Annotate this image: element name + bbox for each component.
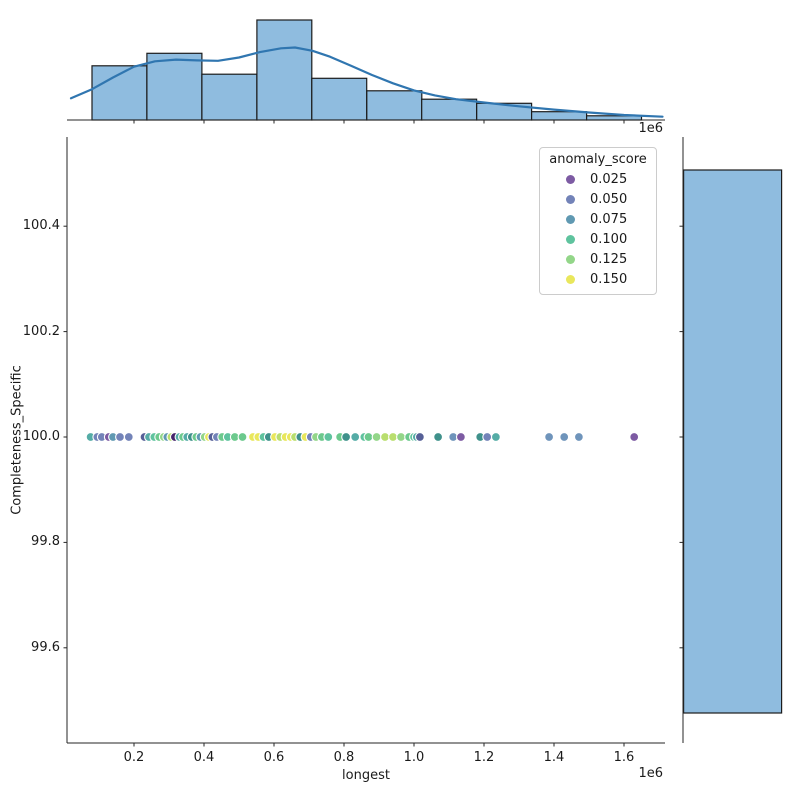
scatter-point [573, 432, 584, 442]
legend-entry-label: 0.100 [590, 231, 628, 247]
legend-marker-icon [566, 254, 575, 264]
x-tick-label: 1.4 [543, 750, 565, 765]
y-tick-label: 100.4 [22, 218, 60, 234]
legend-marker-icon [566, 174, 575, 184]
kde-curve [69, 46, 664, 118]
scatter-point [482, 432, 493, 442]
x-axis-label: longest [342, 768, 390, 783]
scatter-point [115, 432, 125, 442]
scatter-point [341, 432, 352, 442]
legend-marker-icon [566, 274, 575, 284]
legend-entry: 0.100 [540, 229, 656, 249]
x-tick-label: 0.8 [333, 750, 355, 765]
x-tick-label: 1.0 [403, 750, 425, 765]
y-tick-label: 99.6 [31, 639, 60, 655]
scatter-point [123, 432, 134, 442]
scatter-point [363, 432, 374, 442]
scatter-point [350, 432, 361, 442]
legend-title: anomaly_score [549, 152, 647, 167]
legend: anomaly_score 0.025 0.050 0.075 0.100 0.125 0… [539, 147, 657, 295]
top-hist-bar [366, 90, 423, 121]
x-tick-label: 0.4 [193, 750, 215, 765]
top-hist-bar [311, 77, 368, 121]
top-hist-bar [201, 73, 258, 121]
top-hist-bar [146, 52, 203, 121]
scatter-point [237, 432, 248, 442]
top-hist-bar [530, 111, 588, 121]
legend-entry: 0.125 [540, 249, 656, 269]
x-tick-label: 1.2 [473, 750, 495, 765]
legend-entry-label: 0.075 [590, 211, 628, 227]
y-tick-label: 100.2 [22, 323, 60, 339]
scatter-point [396, 432, 406, 442]
legend-entry: 0.150 [540, 269, 656, 289]
scatter-point [414, 432, 425, 442]
x-tick-label: 1.6 [613, 750, 635, 765]
y-tick-label: 100.0 [22, 429, 60, 444]
y-tick-label: 99.8 [31, 534, 60, 550]
legend-entry-label: 0.050 [590, 191, 628, 207]
x-axis-offset-text: 1e6 [638, 766, 663, 781]
x-tick-label: 0.6 [263, 750, 285, 765]
scatter-point [323, 432, 334, 442]
legend-marker-icon [566, 194, 575, 204]
scatter-point [629, 432, 640, 442]
top-hist-bar [421, 98, 478, 121]
scatter-point [433, 432, 444, 442]
scatter-point [490, 432, 501, 442]
top-axis-offset-text: 1e6 [638, 121, 663, 136]
scatter-point [455, 432, 466, 442]
legend-marker-icon [566, 234, 575, 244]
top-hist-bar [256, 19, 313, 121]
scatter-point [371, 432, 382, 442]
legend-entry: 0.050 [540, 189, 656, 209]
legend-entries: 0.025 0.050 0.075 0.100 0.125 0.150 [540, 169, 656, 289]
legend-entry: 0.075 [540, 209, 656, 229]
legend-entry-label: 0.025 [590, 171, 628, 187]
scatter-point [559, 432, 570, 442]
scatter-point [544, 432, 555, 442]
right-hist-bar [682, 169, 783, 714]
legend-entry: 0.025 [540, 169, 656, 189]
x-tick-label: 0.2 [123, 750, 145, 765]
legend-entry-label: 0.150 [590, 271, 628, 287]
legend-marker-icon [566, 214, 575, 224]
legend-entry-label: 0.125 [590, 251, 628, 267]
